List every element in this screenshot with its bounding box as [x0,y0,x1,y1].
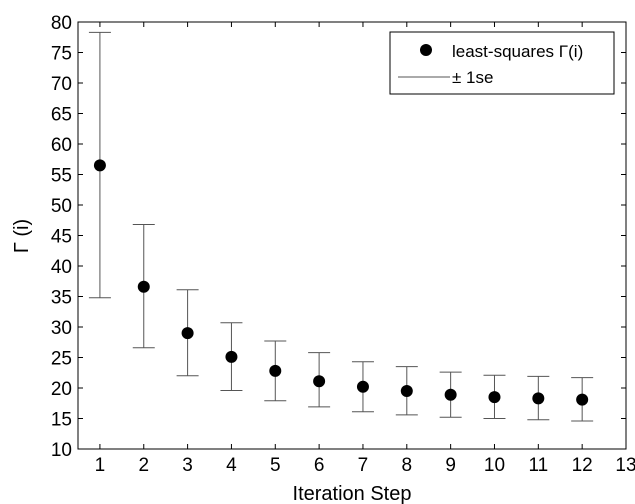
legend-label-errorbar: ± 1se [452,68,493,87]
data-point [356,380,369,393]
y-tick-label: 35 [51,288,72,309]
data-point [488,391,501,404]
data-point [225,350,238,363]
x-tick-label: 10 [484,455,505,476]
x-tick-label: 6 [314,455,325,476]
y-tick-label: 40 [51,257,72,278]
y-tick-label: 10 [51,440,72,461]
data-point [269,364,282,377]
y-tick-label: 55 [51,166,72,187]
y-tick-label: 20 [51,379,72,400]
data-point [137,280,150,293]
axis-ticks: 1 2 3 4 5 6 7 8 9 10 11 12 1310152025303540455055606… [51,13,635,476]
legend-label-points: least-squares Γ(i) [452,42,583,61]
legend: least-squares Γ(i) ± 1se [389,31,615,95]
x-tick-label: 2 [138,455,149,476]
y-tick-label: 70 [51,74,72,95]
x-tick-label: 3 [182,455,193,476]
legend-marker-points [420,44,432,56]
data-point [93,159,106,172]
point-series [93,159,589,406]
x-tick-label: 11 [528,455,548,476]
x-tick-label: 8 [402,455,413,476]
x-tick-label: 1 [95,455,106,476]
data-point [532,392,545,405]
data-point [444,388,457,401]
data-point [400,385,413,398]
data-point [181,327,194,340]
y-tick-label: 30 [51,318,72,339]
y-tick-label: 45 [51,227,72,248]
x-tick-label: 4 [226,455,237,476]
y-tick-label: 75 [51,44,72,65]
data-point [576,393,589,406]
y-tick-label: 50 [51,196,72,217]
y-tick-label: 60 [51,135,72,156]
y-tick-label: 15 [51,410,72,431]
x-tick-label: 5 [270,455,281,476]
y-tick-label: 80 [51,13,72,34]
data-point [313,375,326,388]
y-axis-title: Γ (i) [11,219,33,253]
x-tick-label: 12 [572,455,593,476]
x-axis-title: Iteration Step [293,483,412,504]
legend-box [389,31,615,95]
y-tick-label: 25 [51,349,72,370]
x-tick-label: 7 [358,455,369,476]
y-tick-label: 65 [51,105,72,126]
x-tick-label: 9 [445,455,456,476]
x-tick-label: 13 [615,455,635,476]
